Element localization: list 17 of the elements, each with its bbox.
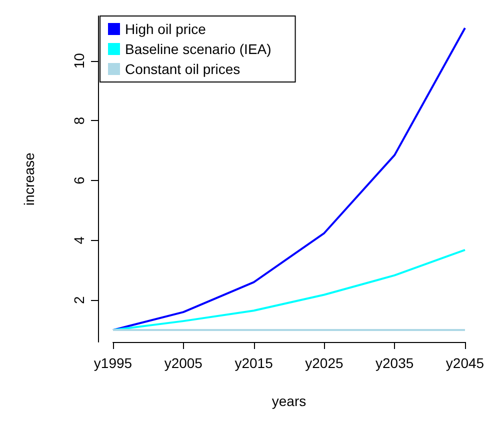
- x-tick-label: y2015: [234, 355, 274, 371]
- legend-label: Baseline scenario (IEA): [125, 41, 272, 57]
- x-axis-title: years: [272, 393, 306, 409]
- x-tick-label: y2045: [446, 355, 484, 371]
- y-tick-label: 10: [71, 52, 87, 69]
- x-tick-label: y2005: [164, 355, 203, 371]
- x-tick-label: y2035: [376, 355, 414, 371]
- x-tick-label: y2025: [305, 355, 344, 371]
- legend-label: High oil price: [125, 21, 206, 37]
- legend-label: Constant oil prices: [125, 61, 240, 77]
- y-tick-label: 4: [71, 236, 87, 244]
- line-series: [112, 248, 466, 332]
- y-tick-label: 6: [71, 176, 87, 184]
- y-tick-label: 8: [71, 116, 87, 125]
- y-axis-title: increase: [21, 152, 37, 206]
- y-tick-label: 2: [71, 296, 87, 304]
- x-tick-label: y1995: [94, 355, 132, 371]
